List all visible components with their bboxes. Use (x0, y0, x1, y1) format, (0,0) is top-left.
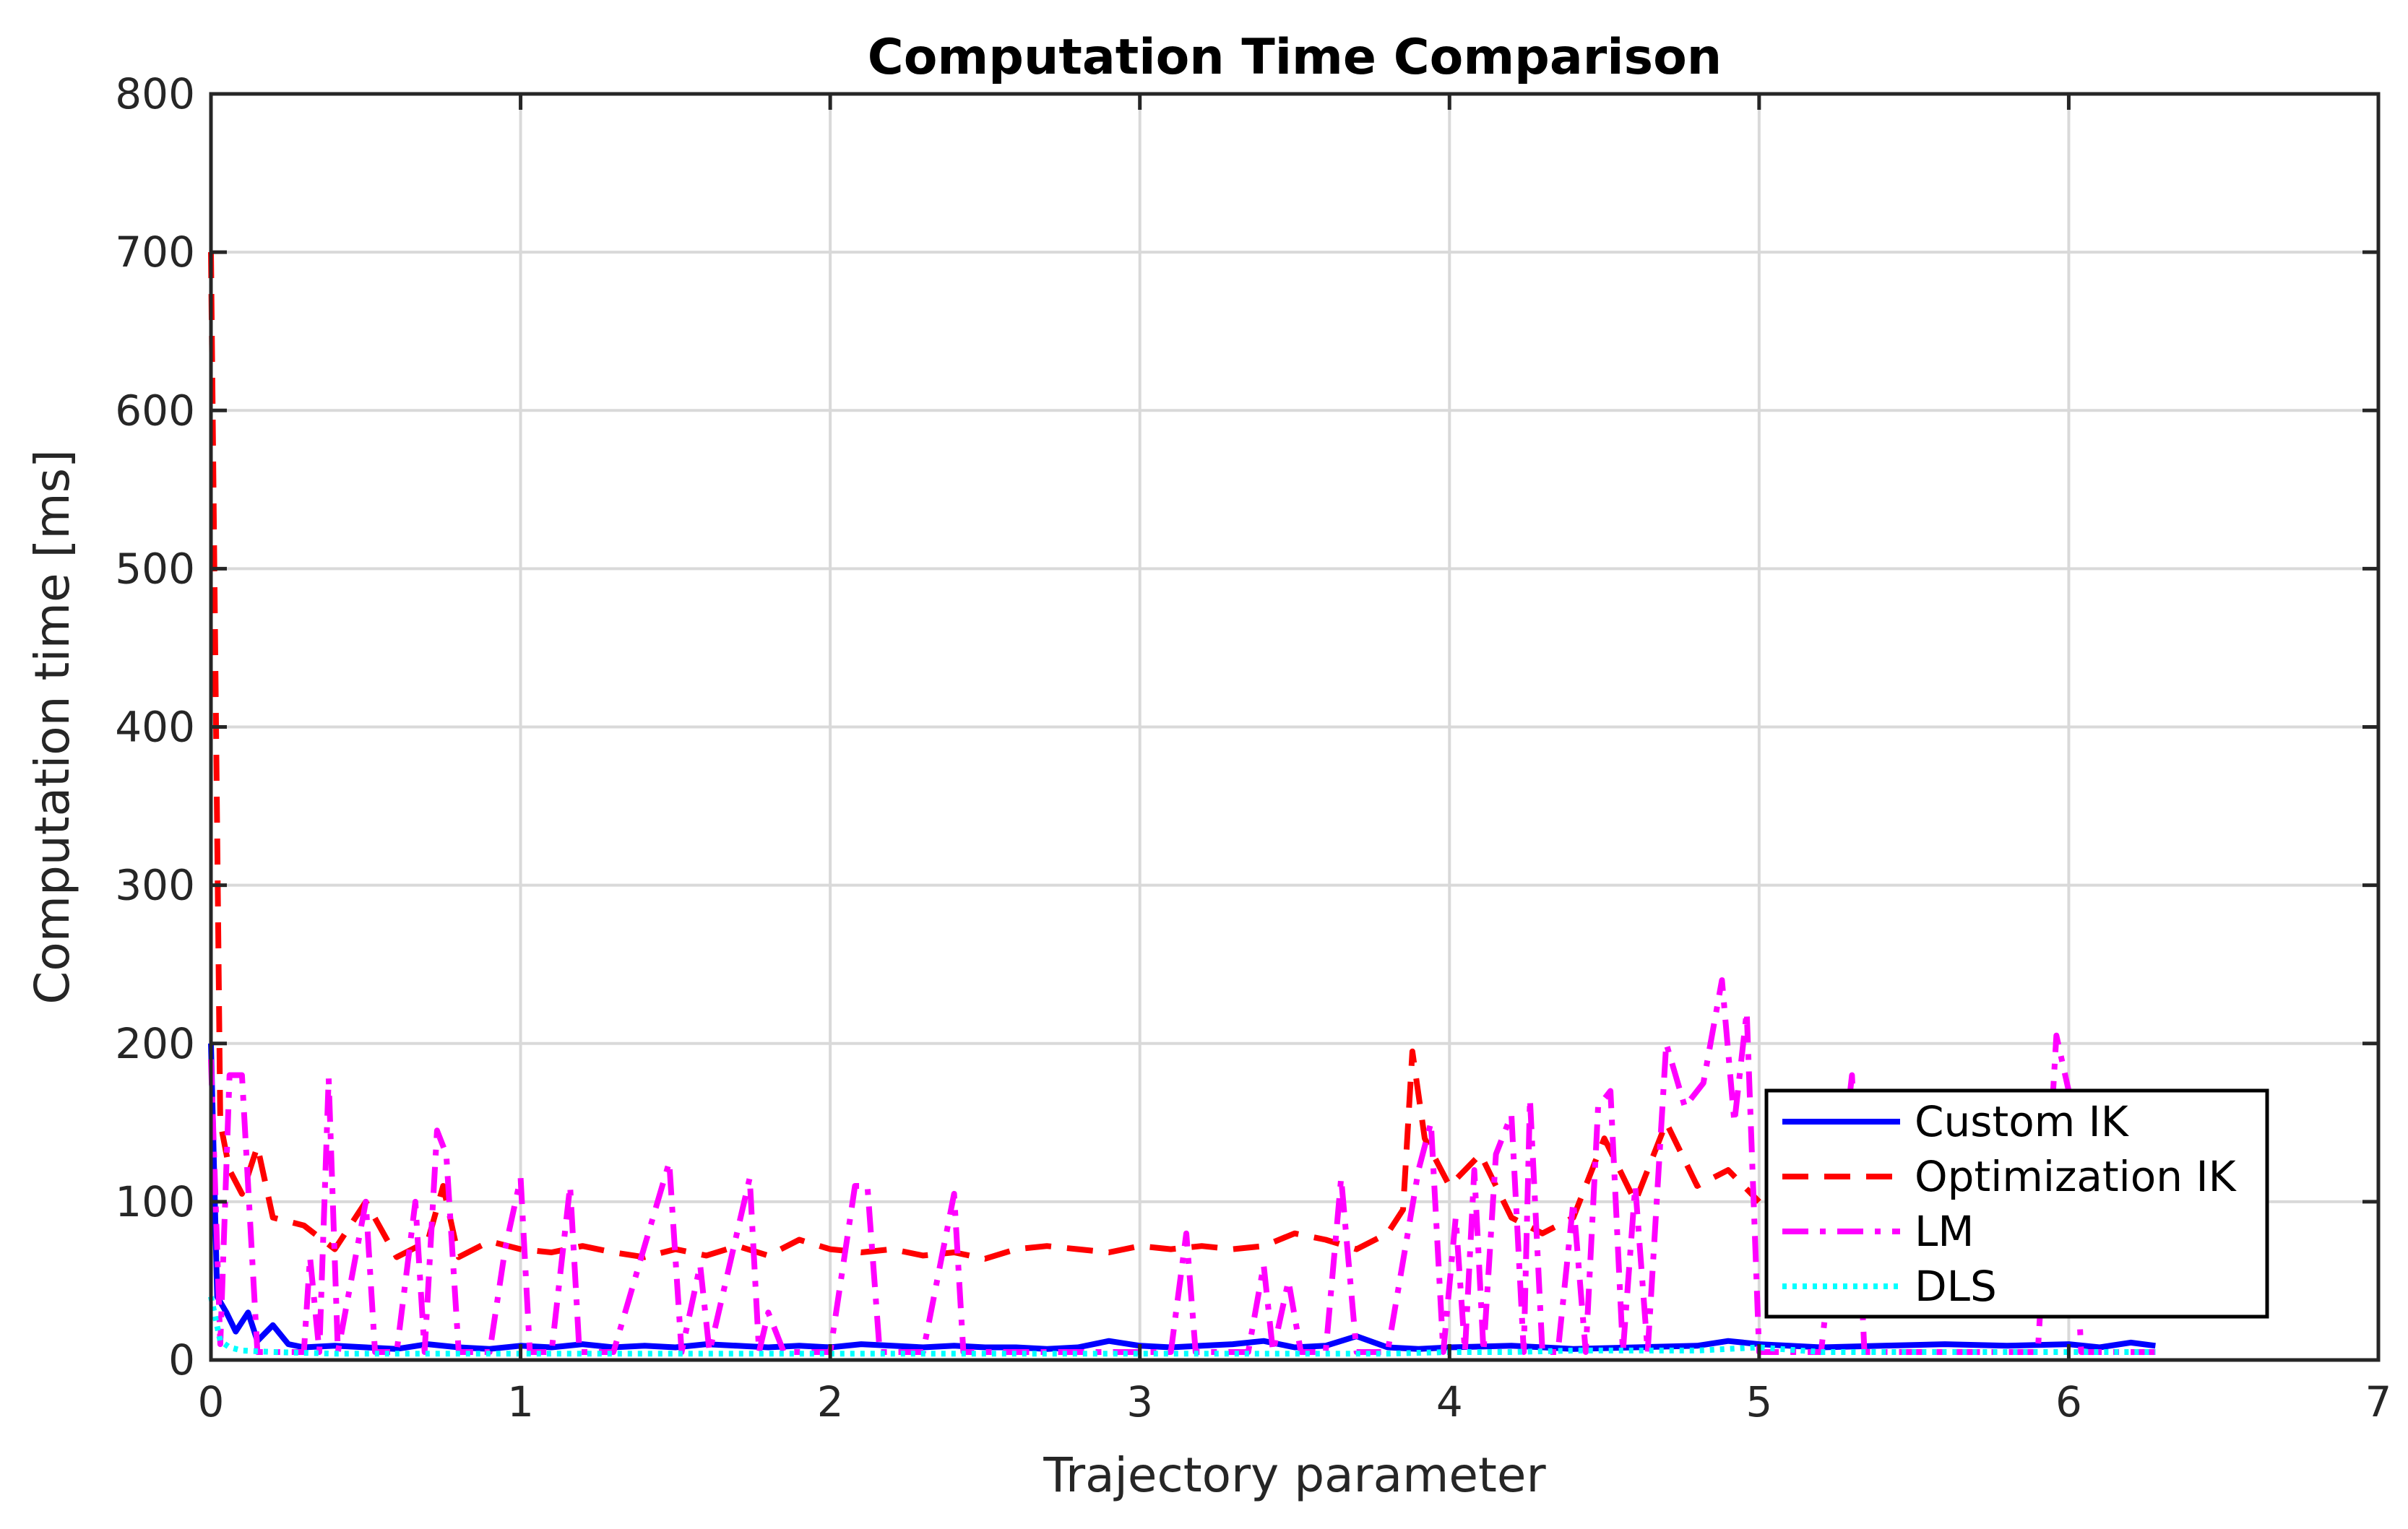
legend-label: Optimization IK (1915, 1152, 2237, 1201)
y-tick-label: 700 (115, 228, 195, 277)
x-tick-label: 6 (2055, 1377, 2082, 1426)
y-tick-label: 200 (115, 1019, 195, 1068)
x-tick-label: 4 (1436, 1377, 1463, 1426)
legend-label: LM (1915, 1207, 1974, 1256)
x-tick-label: 5 (1745, 1377, 1772, 1426)
x-axis-label: Trajectory parameter (1043, 1447, 1546, 1503)
y-tick-label: 600 (115, 386, 195, 435)
y-tick-label: 500 (115, 544, 195, 593)
y-axis-label: Computation time [ms] (25, 449, 80, 1004)
y-tick-label: 300 (115, 861, 195, 910)
y-tick-label: 400 (115, 703, 195, 752)
y-tick-label: 800 (115, 69, 195, 118)
chart-title: Computation Time Comparison (868, 29, 1722, 86)
x-tick-label: 2 (817, 1377, 844, 1426)
y-tick-label: 100 (115, 1177, 195, 1226)
legend-label: Custom IK (1915, 1097, 2130, 1146)
series-line-custom-ik (208, 1043, 2156, 1352)
y-tick-label: 0 (168, 1335, 195, 1385)
x-tick-label: 3 (1126, 1377, 1153, 1426)
series-line-lm (208, 977, 2156, 1355)
legend: Custom IK Optimization IK LM DLS (1764, 1088, 2269, 1319)
series-layer (208, 252, 2156, 1357)
ticks: 0 1 2 3 4 5 6 7 0 100 200 300 400 500 600 700 800 (115, 69, 2391, 1426)
x-tick-label: 7 (2365, 1377, 2392, 1426)
series-line-dls (208, 1296, 2156, 1357)
x-tick-label: 0 (198, 1377, 225, 1426)
legend-box (1764, 1088, 2269, 1319)
x-tick-label: 1 (507, 1377, 534, 1426)
legend-label: DLS (1915, 1262, 1997, 1311)
